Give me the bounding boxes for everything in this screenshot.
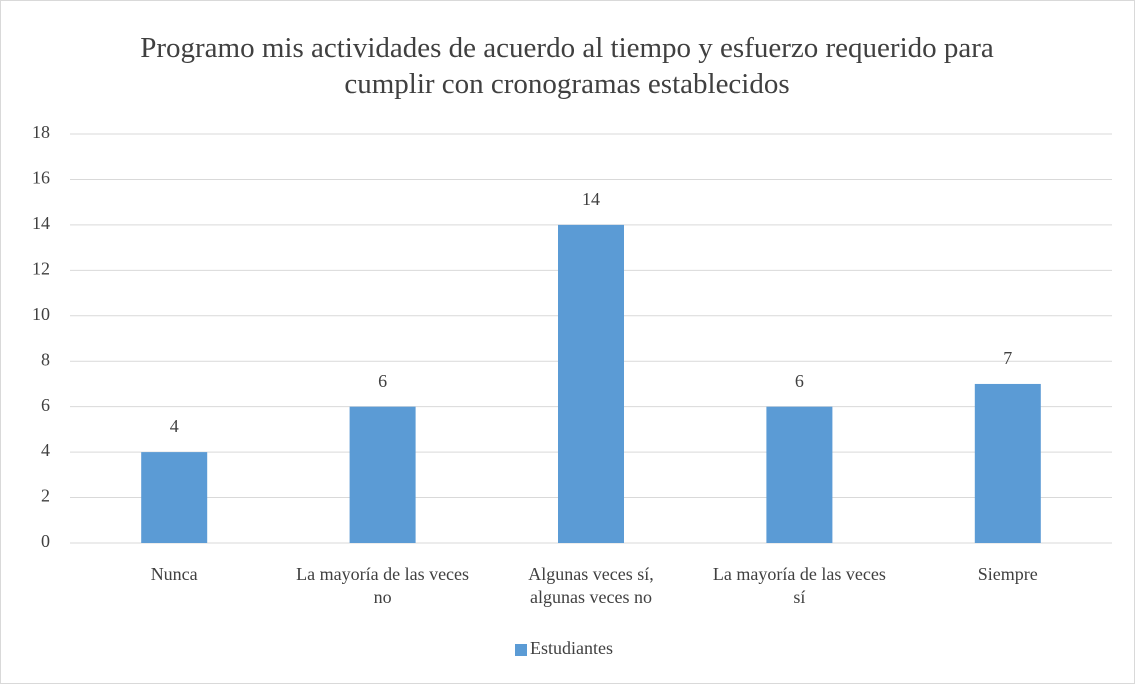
bar [766,406,833,543]
y-tick-label: 8 [41,349,50,369]
y-tick-label: 10 [32,304,50,324]
data-label: 6 [795,371,804,391]
data-label: 6 [378,371,387,391]
x-tick-label: La mayoría de las veces sí [712,564,886,607]
x-tick-label: La mayoría de las veces no [296,564,470,607]
bar [558,224,624,543]
data-label: 7 [1003,348,1012,368]
data-label: 14 [582,189,600,209]
y-tick-label: 2 [41,486,50,506]
y-tick-label: 16 [32,168,50,188]
y-tick-label: 0 [41,531,50,551]
bar [141,452,208,543]
x-tick-label: Algunas veces sí, algunas veces no [528,564,654,607]
data-label: 4 [170,416,179,436]
y-tick-label: 18 [32,122,50,142]
x-tick-label: Nunca [150,564,198,584]
x-tick-label: Siempre [977,564,1038,584]
chart-title: Programo mis actividades de acuerdo al t… [140,32,994,100]
bar [974,383,1041,543]
bar [349,406,416,543]
legend-label: Estudiantes [530,638,613,658]
y-tick-label: 12 [32,258,50,278]
y-tick-label: 14 [32,213,50,233]
y-tick-label: 6 [41,395,50,415]
legend-swatch [515,644,527,656]
y-tick-label: 4 [41,440,50,460]
